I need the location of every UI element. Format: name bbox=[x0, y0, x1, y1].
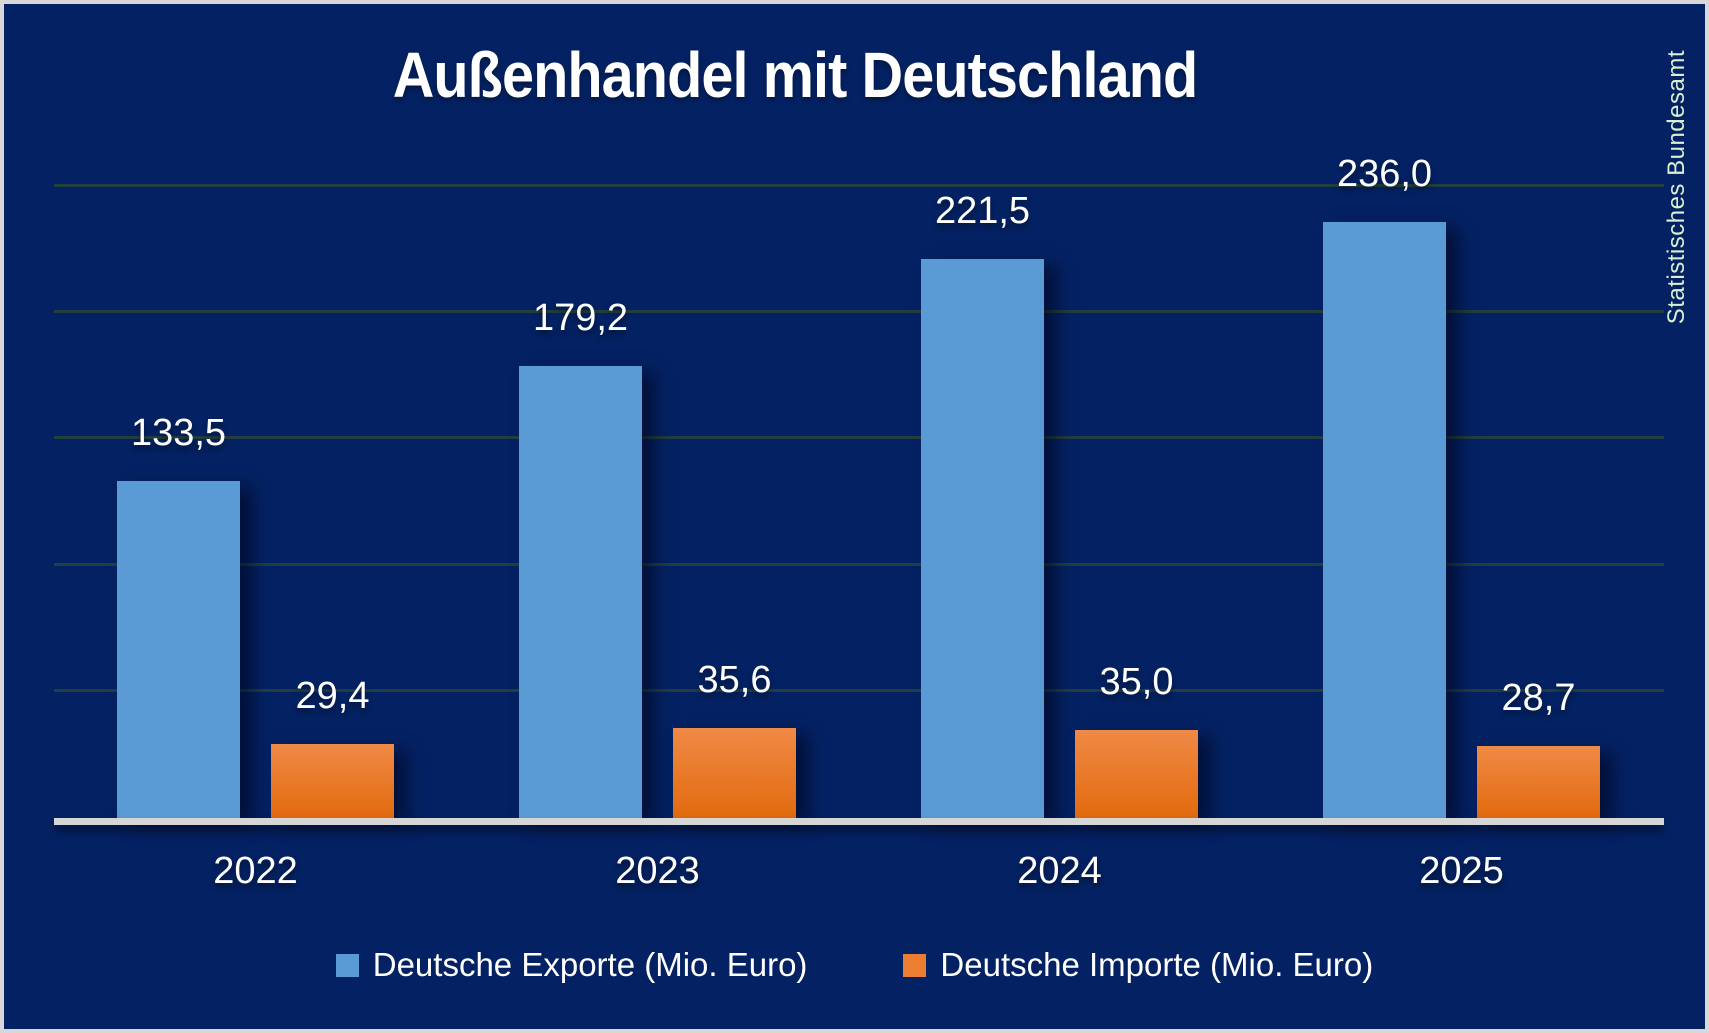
import-bar-2025 bbox=[1477, 745, 1600, 818]
x-axis-label-2023: 2023 bbox=[615, 850, 700, 892]
source-watermark: Statistisches Bundesamt bbox=[1663, 50, 1690, 325]
legend-label: Deutsche Exporte (Mio. Euro) bbox=[372, 946, 808, 983]
import-value-label-2022: 29,4 bbox=[295, 674, 370, 717]
x-axis-label-2022: 2022 bbox=[213, 850, 298, 892]
import-bar-2024 bbox=[1075, 729, 1198, 818]
gridline-250 bbox=[54, 184, 1664, 188]
import-value-label-2025: 28,7 bbox=[1501, 676, 1576, 719]
legend-label: Deutsche Importe (Mio. Euro) bbox=[940, 946, 1374, 983]
import-bar-2022 bbox=[271, 743, 394, 818]
gridline-50 bbox=[54, 688, 1664, 692]
gridline-150 bbox=[54, 436, 1664, 440]
chart-title: Außenhandel mit Deutschland bbox=[4, 38, 1585, 112]
x-axis-label-2024: 2024 bbox=[1017, 850, 1102, 892]
export-value-label-2024: 221,5 bbox=[934, 190, 1031, 233]
export-value-label-2022: 133,5 bbox=[130, 412, 227, 455]
export-bar-2024 bbox=[921, 259, 1044, 818]
plot-area: 133,5 29,4 179,2 35,6 221,5 35,0 236,0 28,7 bbox=[54, 119, 1664, 818]
gridline-100 bbox=[54, 562, 1664, 566]
export-bar-2022 bbox=[117, 481, 240, 818]
legend-swatch-icon bbox=[903, 953, 927, 977]
legend: Deutsche Exporte (Mio. Euro) Deutsche Imp… bbox=[4, 946, 1705, 984]
gridline-200 bbox=[54, 310, 1664, 314]
import-value-label-2024: 35,0 bbox=[1099, 660, 1174, 703]
x-axis-label-2025: 2025 bbox=[1419, 850, 1504, 892]
export-bar-2023 bbox=[519, 365, 642, 818]
legend-swatch-icon bbox=[335, 953, 359, 977]
legend-item-exporte: Deutsche Exporte (Mio. Euro) bbox=[335, 946, 808, 984]
import-bar-2023 bbox=[673, 728, 796, 818]
export-value-label-2023: 179,2 bbox=[532, 296, 629, 339]
export-bar-2025 bbox=[1323, 222, 1446, 818]
chart-title-text: Außenhandel mit Deutschland bbox=[392, 39, 1197, 111]
x-axis-line bbox=[54, 818, 1664, 825]
export-value-label-2025: 236,0 bbox=[1336, 153, 1433, 196]
legend-item-importe: Deutsche Importe (Mio. Euro) bbox=[903, 946, 1373, 984]
import-value-label-2023: 35,6 bbox=[697, 659, 772, 702]
